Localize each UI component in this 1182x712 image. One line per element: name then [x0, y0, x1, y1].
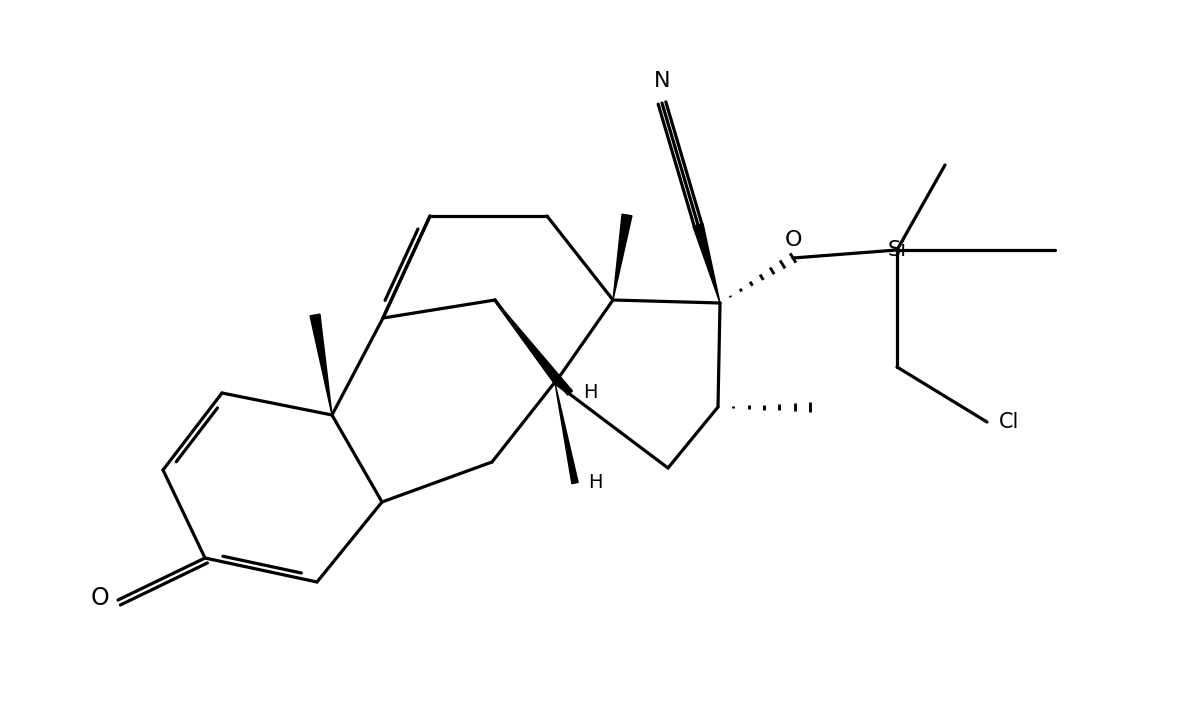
- Polygon shape: [693, 224, 720, 303]
- Text: H: H: [587, 473, 603, 493]
- Text: O: O: [91, 586, 110, 610]
- Text: Si: Si: [888, 240, 907, 260]
- Polygon shape: [310, 314, 332, 415]
- Text: O: O: [784, 230, 801, 250]
- Polygon shape: [556, 383, 578, 483]
- Text: Cl: Cl: [999, 412, 1019, 432]
- Polygon shape: [495, 300, 572, 395]
- Text: H: H: [583, 384, 597, 402]
- Text: N: N: [654, 71, 670, 91]
- Polygon shape: [613, 214, 632, 300]
